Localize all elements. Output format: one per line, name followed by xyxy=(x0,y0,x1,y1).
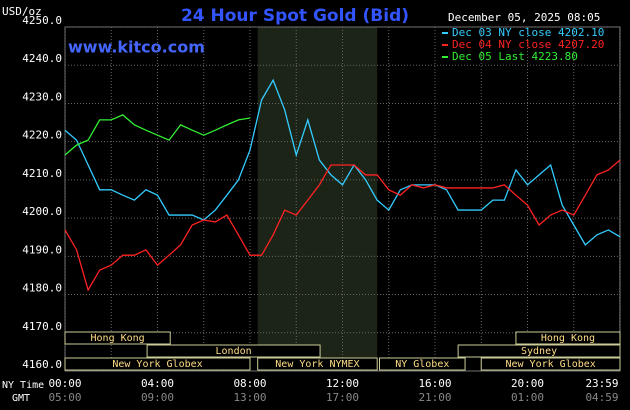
series-line xyxy=(64,159,621,292)
session-box xyxy=(480,357,621,371)
y-tick-label: 4190.0 xyxy=(22,243,62,256)
y-tick-label: 4250.0 xyxy=(22,14,62,27)
session-box xyxy=(457,344,621,358)
legend-label: Dec 05 Last 4223.80 xyxy=(452,50,578,63)
x-tick-label-gmt: 17:00 xyxy=(326,391,359,404)
y-unit: USD/oz xyxy=(2,5,42,18)
x-tick-label: 16:00 xyxy=(418,377,451,390)
x-tick-label-gmt: 13:00 xyxy=(233,391,266,404)
session-label: NY Globex xyxy=(395,359,449,370)
y-tick-label: 4160.0 xyxy=(22,358,62,371)
session-label: New York NYMEX xyxy=(275,359,359,370)
session-label: New York Globex xyxy=(505,359,595,370)
y-tick-label: 4170.0 xyxy=(22,320,62,333)
session-label: Hong Kong xyxy=(91,333,145,344)
legend-label: Dec 03 NY close 4202.10 xyxy=(452,26,604,39)
x-tick-label-gmt: 01:00 xyxy=(511,391,544,404)
session-box xyxy=(146,344,321,358)
session-label: New York Globex xyxy=(112,359,202,370)
session-label: Sydney xyxy=(521,346,557,357)
y-tick-label: 4200.0 xyxy=(22,205,62,218)
date: December 05, 2025 08:05 xyxy=(448,11,600,24)
session-label: London xyxy=(216,346,252,357)
x-tick-label: 08:00 xyxy=(233,377,266,390)
session-box xyxy=(515,331,621,345)
session-box xyxy=(257,357,378,371)
x-tick-label: 12:00 xyxy=(326,377,359,390)
series-line xyxy=(64,78,621,246)
y-tick-label: 4240.0 xyxy=(22,52,62,65)
y-tick-label: 4210.0 xyxy=(22,167,62,180)
x-tick-label-gmt: 04:59 xyxy=(585,391,618,404)
x-tick-label: 20:00 xyxy=(511,377,544,390)
session-label: Hong Kong xyxy=(541,333,595,344)
x-tick-label-gmt: 09:00 xyxy=(141,391,174,404)
x-tick-label-gmt: 05:00 xyxy=(48,391,81,404)
session-box xyxy=(379,357,466,371)
legend-label: Dec 04 NY close 4207.20 xyxy=(452,38,604,51)
x-tick-label-gmt: 21:00 xyxy=(418,391,451,404)
watermark: www.kitco.com xyxy=(68,38,205,57)
x-tick-label: 00:00 xyxy=(48,377,81,390)
x-tick-label: 23:59 xyxy=(585,377,618,390)
session-box xyxy=(64,331,171,345)
x-tick-label: 04:00 xyxy=(141,377,174,390)
y-tick-label: 4220.0 xyxy=(22,129,62,142)
y-tick-label: 4230.0 xyxy=(22,90,62,103)
x-row-label: GMT xyxy=(12,393,30,404)
chart-title: 24 Hour Spot Gold (Bid) xyxy=(181,6,409,26)
x-row-label: NY Time xyxy=(2,380,44,391)
y-tick-label: 4180.0 xyxy=(22,282,62,295)
session-box xyxy=(64,357,251,371)
series-line xyxy=(64,114,251,156)
highlight-band xyxy=(257,27,378,371)
